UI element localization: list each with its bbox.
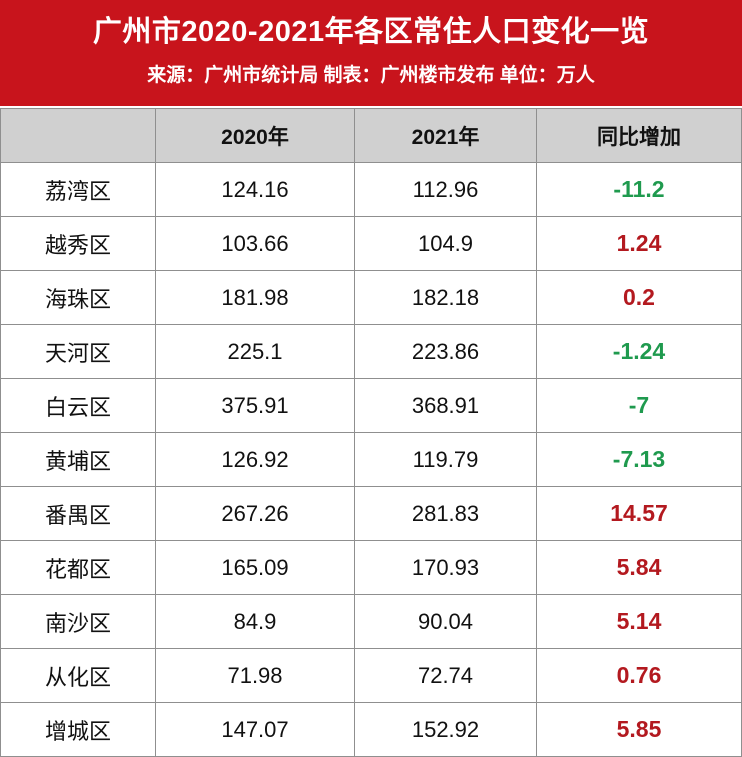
table-row: 从化区 71.98 72.74 0.76 <box>0 648 742 703</box>
title-banner: 广州市2020-2021年各区常住人口变化一览 来源：广州市统计局 制表：广州楼… <box>0 0 742 106</box>
yoy-change-cell: 0.76 <box>536 648 742 703</box>
population-2021-cell: 170.93 <box>354 540 537 595</box>
district-cell: 花都区 <box>0 540 156 595</box>
population-2020-cell: 165.09 <box>155 540 355 595</box>
table-row: 越秀区 103.66 104.9 1.24 <box>0 216 742 271</box>
population-2021-cell: 104.9 <box>354 216 537 271</box>
district-cell: 番禺区 <box>0 486 156 541</box>
page-title: 广州市2020-2021年各区常住人口变化一览 <box>92 16 650 48</box>
yoy-change-cell: -11.2 <box>536 162 742 217</box>
population-2020-cell: 375.91 <box>155 378 355 433</box>
population-2021-cell: 119.79 <box>354 432 537 487</box>
population-2021-cell: 368.91 <box>354 378 537 433</box>
district-cell: 白云区 <box>0 378 156 433</box>
population-2020-cell: 181.98 <box>155 270 355 325</box>
population-2021-cell: 112.96 <box>354 162 537 217</box>
yoy-change-cell: 1.24 <box>536 216 742 271</box>
table-row: 白云区 375.91 368.91 -7 <box>0 378 742 433</box>
district-cell: 从化区 <box>0 648 156 703</box>
district-cell: 海珠区 <box>0 270 156 325</box>
table-row: 海珠区 181.98 182.18 0.2 <box>0 270 742 325</box>
column-header-change: 同比增加 <box>536 108 742 163</box>
population-2021-cell: 152.92 <box>354 702 537 757</box>
page-subtitle: 来源：广州市统计局 制表：广州楼市发布 单位：万人 <box>147 65 595 86</box>
population-2021-cell: 72.74 <box>354 648 537 703</box>
population-table: 2020年 2021年 同比增加 荔湾区 124.16 112.96 -11.2 越秀区… <box>0 108 742 757</box>
table-row: 花都区 165.09 170.93 5.84 <box>0 540 742 595</box>
population-2021-cell: 90.04 <box>354 594 537 649</box>
table-row: 增城区 147.07 152.92 5.85 <box>0 702 742 757</box>
population-2021-cell: 182.18 <box>354 270 537 325</box>
population-2020-cell: 267.26 <box>155 486 355 541</box>
district-cell: 荔湾区 <box>0 162 156 217</box>
yoy-change-cell: 5.84 <box>536 540 742 595</box>
table-row: 黄埔区 126.92 119.79 -7.13 <box>0 432 742 487</box>
population-2020-cell: 71.98 <box>155 648 355 703</box>
table-header-row: 2020年 2021年 同比增加 <box>0 108 742 163</box>
population-2020-cell: 225.1 <box>155 324 355 379</box>
table-body: 荔湾区 124.16 112.96 -11.2 越秀区 103.66 104.9 1.24 海珠… <box>0 162 742 757</box>
yoy-change-cell: 14.57 <box>536 486 742 541</box>
column-header-2020: 2020年 <box>155 108 355 163</box>
population-2020-cell: 84.9 <box>155 594 355 649</box>
column-header-2021: 2021年 <box>354 108 537 163</box>
yoy-change-cell: 5.14 <box>536 594 742 649</box>
yoy-change-cell: 0.2 <box>536 270 742 325</box>
district-cell: 南沙区 <box>0 594 156 649</box>
column-header-district <box>0 108 156 163</box>
population-2020-cell: 126.92 <box>155 432 355 487</box>
population-2020-cell: 147.07 <box>155 702 355 757</box>
yoy-change-cell: 5.85 <box>536 702 742 757</box>
table-row: 番禺区 267.26 281.83 14.57 <box>0 486 742 541</box>
population-2021-cell: 223.86 <box>354 324 537 379</box>
district-cell: 天河区 <box>0 324 156 379</box>
population-2020-cell: 124.16 <box>155 162 355 217</box>
table-row: 南沙区 84.9 90.04 5.14 <box>0 594 742 649</box>
yoy-change-cell: -7.13 <box>536 432 742 487</box>
population-2020-cell: 103.66 <box>155 216 355 271</box>
yoy-change-cell: -7 <box>536 378 742 433</box>
population-2021-cell: 281.83 <box>354 486 537 541</box>
table-row: 天河区 225.1 223.86 -1.24 <box>0 324 742 379</box>
district-cell: 增城区 <box>0 702 156 757</box>
district-cell: 黄埔区 <box>0 432 156 487</box>
district-cell: 越秀区 <box>0 216 156 271</box>
yoy-change-cell: -1.24 <box>536 324 742 379</box>
table-row: 荔湾区 124.16 112.96 -11.2 <box>0 162 742 217</box>
